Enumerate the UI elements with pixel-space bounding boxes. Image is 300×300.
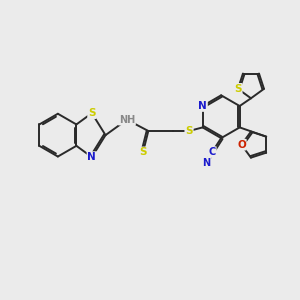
Text: N: N [88,152,96,162]
Text: N: N [202,158,210,168]
Text: NH: NH [119,115,135,125]
Text: S: S [139,147,147,158]
Text: C: C [208,147,216,157]
Text: S: S [185,126,193,136]
Text: O: O [237,140,246,150]
Text: N: N [198,101,207,111]
Text: S: S [234,84,242,94]
Text: S: S [88,108,96,118]
